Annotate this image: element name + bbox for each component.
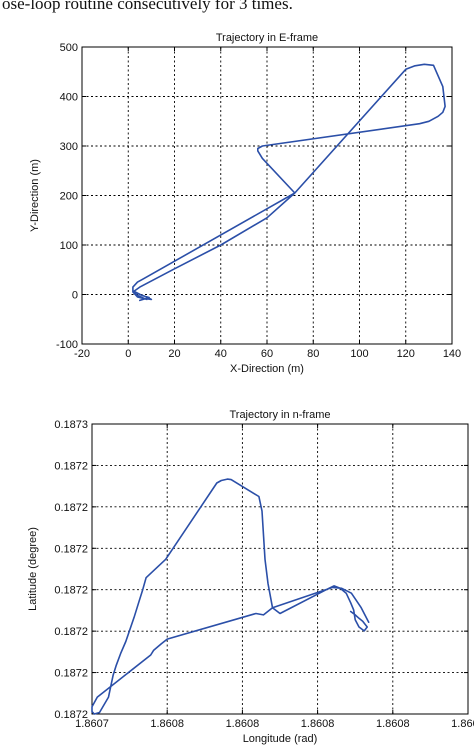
e-x-axis-label: X-Direction (m) (230, 363, 304, 375)
n-y-tick-label: 0.1872 (54, 709, 88, 721)
e-y-axis-label: Y-Direction (m) (29, 159, 41, 232)
e-y-tick-label: 200 (60, 191, 78, 203)
n-x-axis-label: Longitude (rad) (243, 733, 318, 745)
e-x-tick-label: 120 (397, 348, 415, 360)
n-y-tick-label: 0.1873 (54, 419, 88, 431)
n-x-tick-label: 1.8608 (376, 718, 410, 730)
n-y-tick-label: 0.1872 (54, 460, 88, 472)
e-y-tick-label: 400 (60, 92, 78, 104)
e-x-tick-label: 20 (168, 348, 180, 360)
n-x-tick-label: 1.8608 (150, 718, 184, 730)
n-x-tick-label: 1.8608 (226, 718, 260, 730)
chart-e-frame: -20 0 20 40 60 80 100 120 140 -100 0 100 200 300 400 50… (29, 32, 461, 375)
e-x-tick-label: -20 (74, 348, 90, 360)
e-y-tick-label: 300 (60, 141, 78, 153)
caption-label: ose-loop routine consecutively for 3 tim… (2, 0, 293, 13)
e-y-tick-label: 500 (60, 42, 78, 54)
n-trajectory-line (91, 478, 370, 715)
n-y-tick-label: 0.1872 (54, 502, 88, 514)
n-plot-frame (91, 423, 469, 715)
e-x-tick-label: 40 (215, 348, 227, 360)
caption-text: ose-loop routine consecutively for 3 tim… (0, 0, 474, 34)
e-x-tick-label: 80 (307, 348, 319, 360)
e-x-tick-label: 60 (261, 348, 273, 360)
e-y-tick-label: -100 (56, 339, 78, 351)
n-chart-title: Trajectory in n-frame (229, 409, 330, 421)
n-y-tick-label: 0.1872 (54, 626, 88, 638)
e-x-tick-label: 140 (443, 348, 461, 360)
n-x-tick-label: 1.8608 (451, 718, 474, 730)
e-chart-title: Trajectory in E-frame (216, 32, 318, 44)
n-y-tick-label: 0.1872 (54, 543, 88, 555)
e-y-tick-label: 0 (72, 290, 78, 302)
n-y-axis-label: Latitude (degree) (27, 527, 39, 611)
e-x-tick-label: 100 (350, 348, 368, 360)
n-y-tick-label: 0.1872 (54, 668, 88, 680)
e-trajectory-line (132, 63, 446, 302)
n-x-tick-label: 1.8607 (75, 718, 109, 730)
e-y-tick-label: 100 (60, 240, 78, 252)
n-y-tick-label: 0.1872 (54, 585, 88, 597)
e-x-tick-label: 0 (125, 348, 131, 360)
n-x-tick-label: 1.8608 (301, 718, 335, 730)
chart-n-frame: 1.8607 1.8608 1.8608 1.8608 1.8608 1.8608 0.18… (27, 409, 474, 745)
